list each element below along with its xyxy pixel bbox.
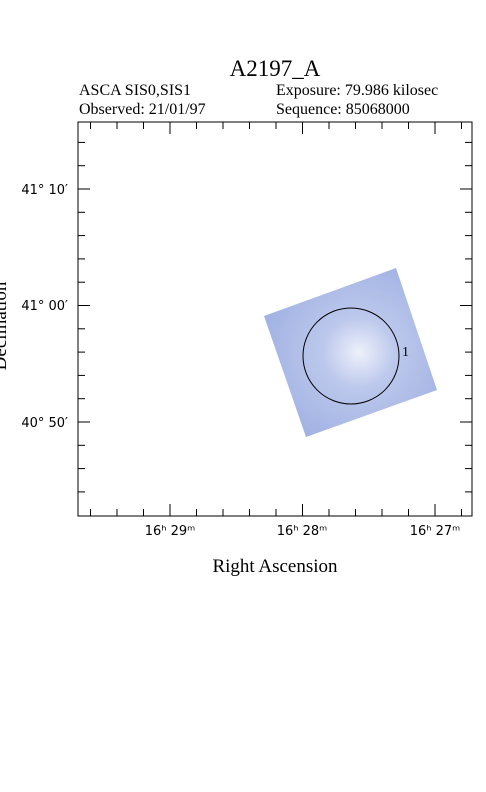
source-region [302, 307, 400, 405]
instrument: ASCA SIS0,SIS1 [79, 82, 191, 99]
ticks [78, 122, 472, 516]
dec-tick-label: 41° 00′ [21, 299, 68, 314]
x-axis-label: Right Ascension [212, 556, 338, 577]
source-label: 1 [402, 345, 409, 360]
exposure: Exposure: 79.986 kilosec [276, 82, 438, 99]
y-axis-label: Declination [0, 281, 11, 370]
ra-tick-label: 16ʰ 27ᵐ [410, 524, 461, 539]
observed: Observed: 21/01/97 [79, 101, 206, 118]
dec-tick-label: 40° 50′ [21, 416, 68, 431]
exposure-image [264, 268, 437, 437]
plot-frame [77, 121, 473, 517]
ra-tick-label: 16ʰ 29ᵐ [145, 524, 196, 539]
dec-tick-label: 41° 10′ [21, 183, 68, 198]
title: A2197_A [230, 56, 321, 81]
sequence: Sequence: 85068000 [276, 101, 410, 118]
ra-tick-label: 16ʰ 28ᵐ [277, 524, 328, 539]
